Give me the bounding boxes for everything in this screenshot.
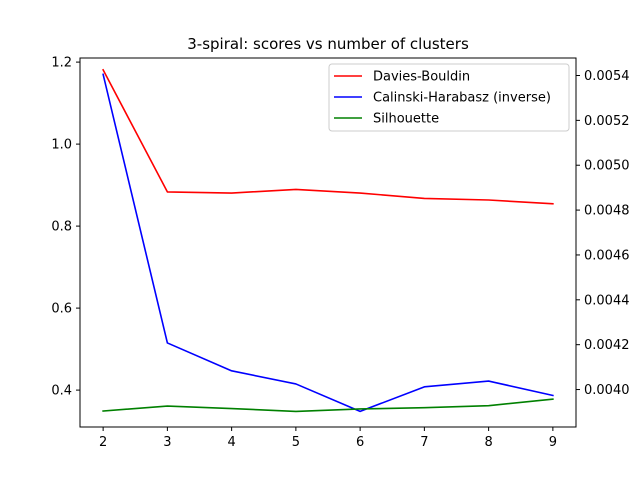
- legend-frame: [328, 63, 570, 132]
- right-y-tick-label: 0.0040: [584, 383, 630, 398]
- series-line-2: [102, 398, 554, 413]
- legend-label: Calinski-Harabasz (inverse): [373, 91, 551, 106]
- right-y-tick-label: 0.0042: [584, 338, 630, 353]
- series-line-1: [102, 73, 554, 413]
- legend-label: Silhouette: [373, 112, 439, 127]
- left-y-tick-label: 1.0: [51, 138, 72, 153]
- axes-layer: 2 3 4 5 6 7 8 9 0.4 0.6 0.8 1.0 1.2 0.0040 0.0042 0.004…: [51, 56, 629, 450]
- x-tick-label: 9: [549, 435, 557, 450]
- left-y-tick-label: 1.2: [51, 56, 72, 71]
- x-tick-label: 6: [356, 435, 364, 450]
- x-tick-label: 2: [99, 435, 107, 450]
- x-tick-label: 7: [420, 435, 428, 450]
- legend-label: Davies-Bouldin: [373, 70, 470, 85]
- right-y-tick-label: 0.0046: [584, 248, 630, 263]
- x-tick-label: 5: [292, 435, 300, 450]
- right-y-tick-label: 0.0048: [584, 204, 630, 219]
- x-tick-label: 4: [227, 435, 235, 450]
- plot-frame: [79, 57, 577, 428]
- left-y-tick-label: 0.6: [51, 302, 72, 317]
- legend: Davies-Bouldin Calinski-Harabasz (inverse…: [328, 63, 570, 132]
- right-y-tick-label: 0.0044: [584, 293, 630, 308]
- left-y-tick-label: 0.4: [51, 384, 72, 399]
- series-line-0: [102, 68, 554, 205]
- right-y-tick-label: 0.0054: [584, 69, 630, 84]
- x-tick-label: 3: [163, 435, 171, 450]
- chart-title: 3-spiral: scores vs number of clusters: [187, 35, 469, 53]
- right-y-tick-label: 0.0052: [584, 114, 630, 129]
- x-tick-label: 8: [484, 435, 492, 450]
- series-layer: [102, 68, 554, 413]
- right-y-tick-label: 0.0050: [584, 159, 630, 174]
- left-y-tick-label: 0.8: [51, 220, 72, 235]
